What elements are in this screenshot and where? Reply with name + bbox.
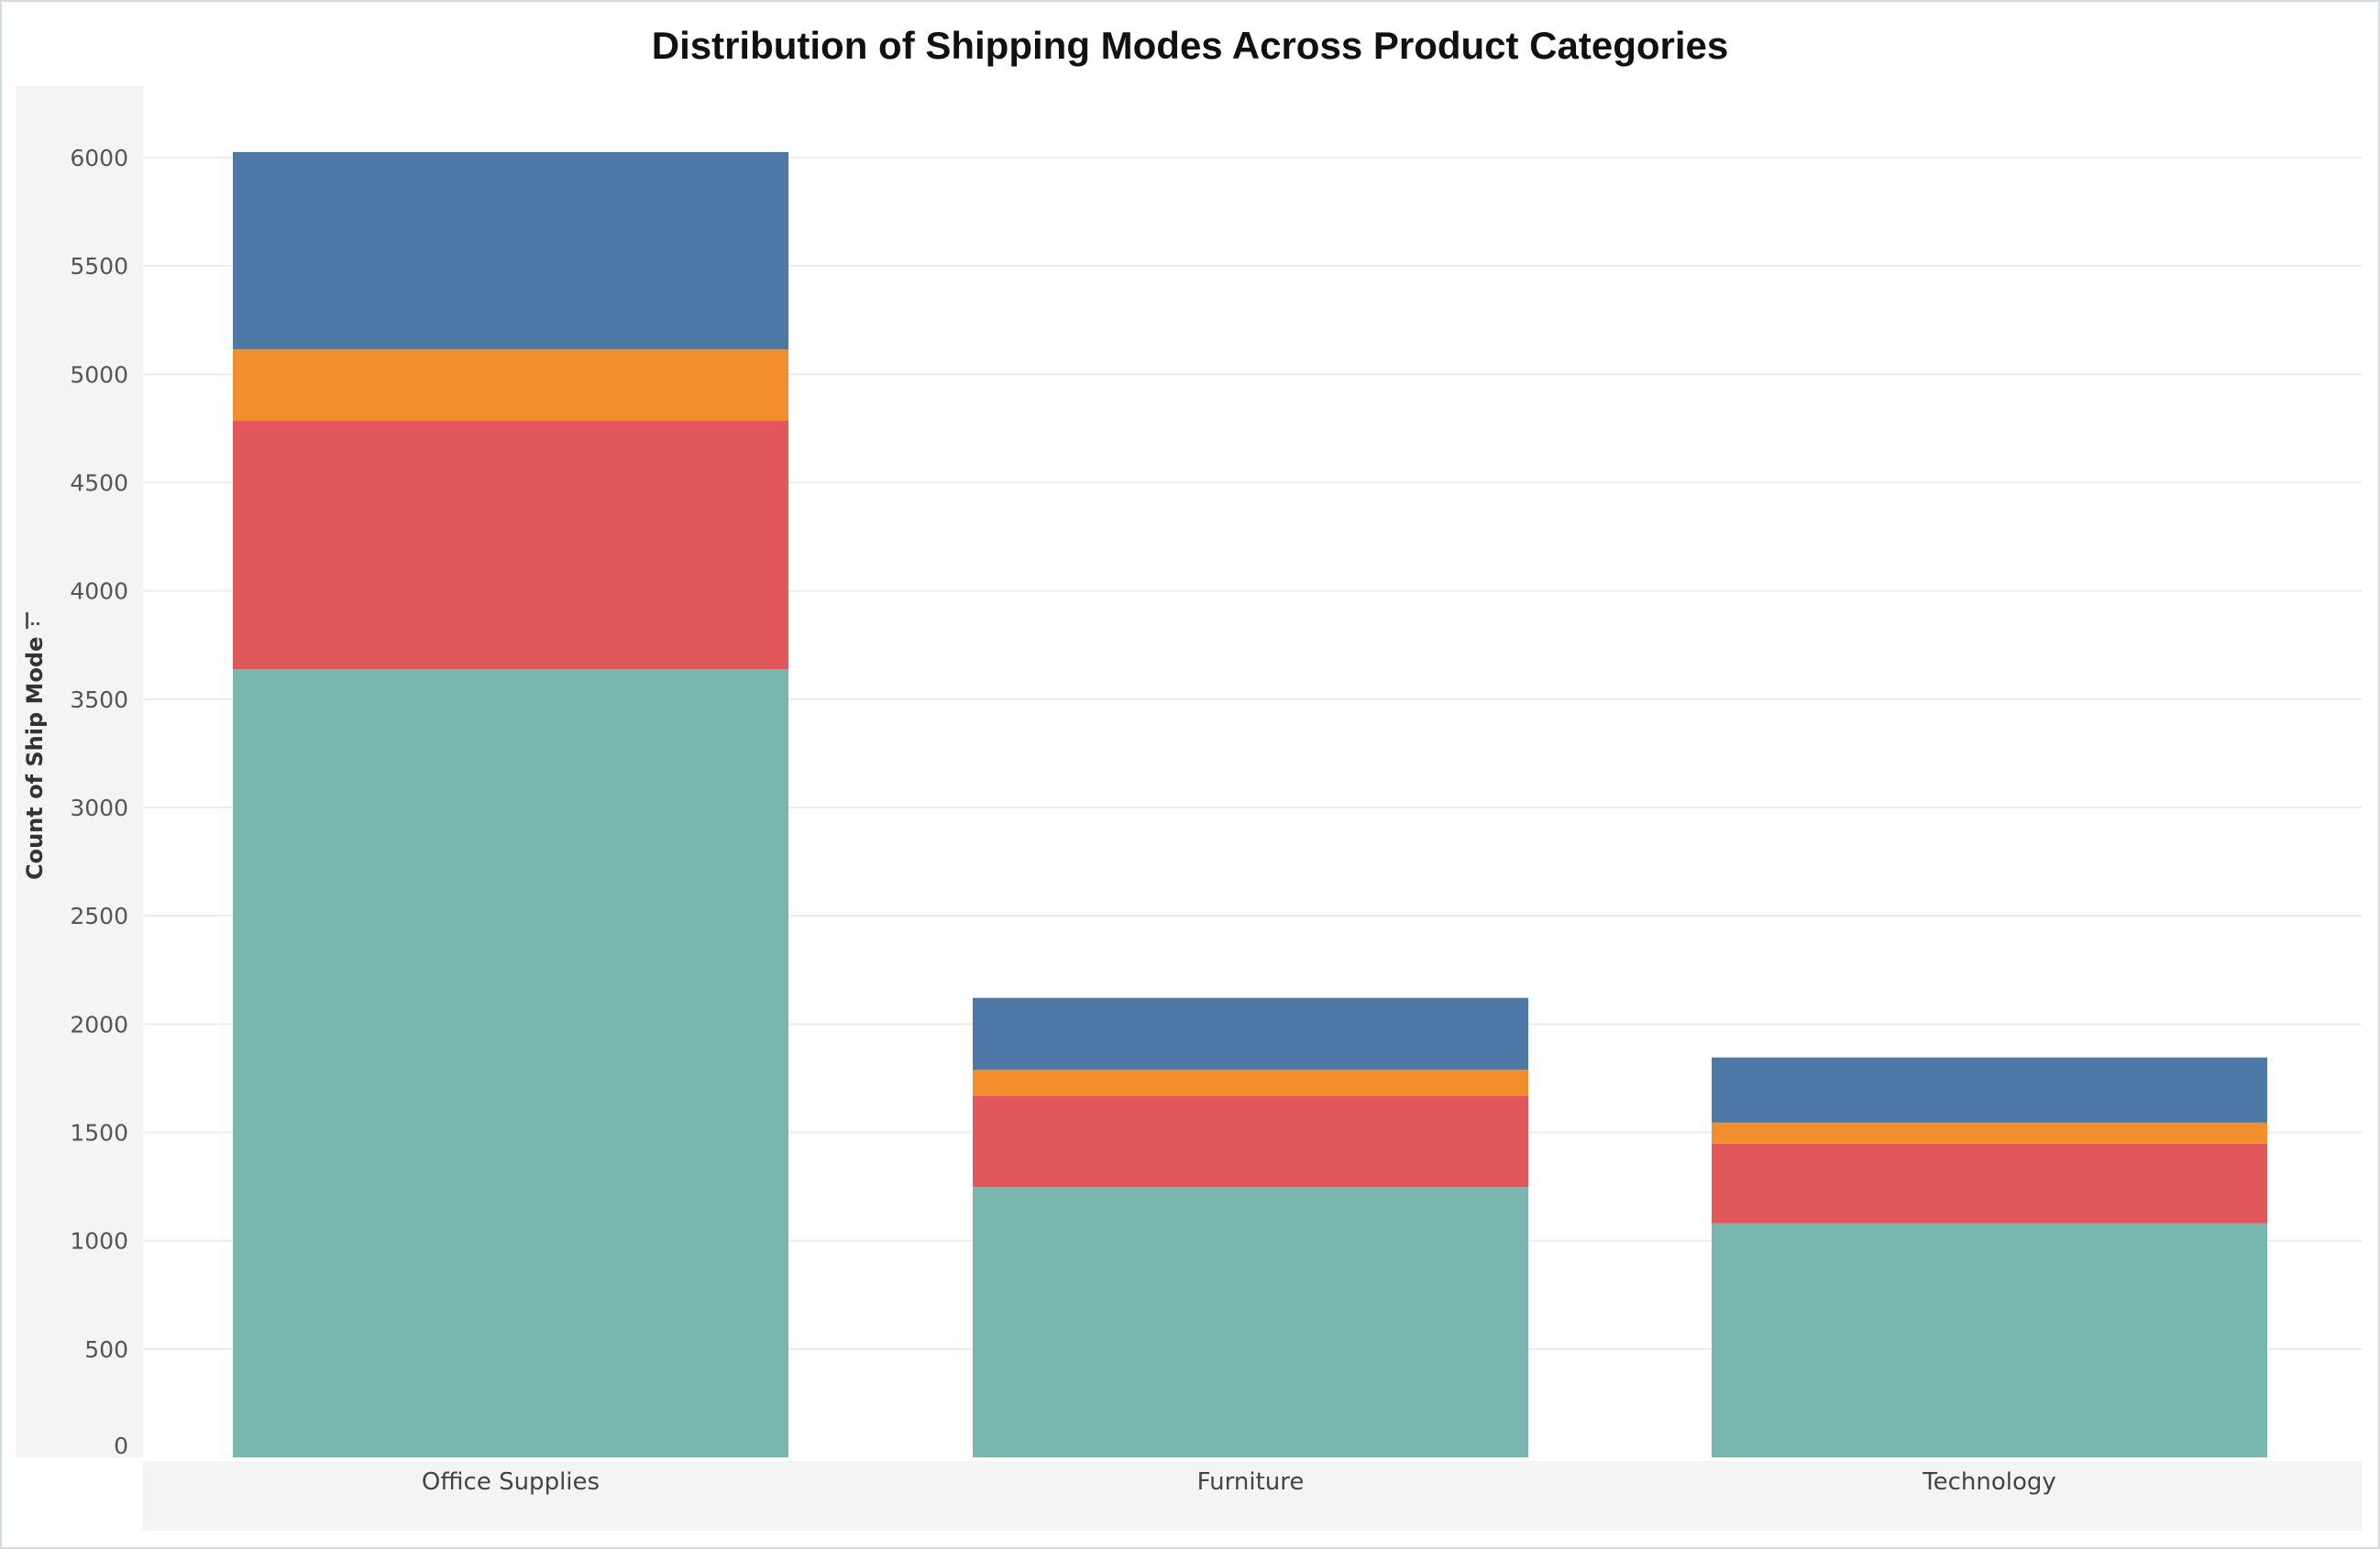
y-axis-label-group[interactable]: Count of Ship Mode <box>22 612 48 880</box>
bar-segment[interactable] <box>973 1187 1528 1457</box>
x-axis-panel <box>143 1461 2362 1531</box>
x-tick-label: Technology <box>1922 1468 2056 1496</box>
y-tick-label: 5500 <box>70 253 128 280</box>
y-tick-label: 2000 <box>70 1011 128 1038</box>
bar-segment[interactable] <box>973 1070 1528 1096</box>
y-tick-label: 1000 <box>70 1228 128 1255</box>
y-tick-label: 5000 <box>70 361 128 388</box>
bar-segment[interactable] <box>1712 1223 2267 1457</box>
y-tick-label: 3000 <box>70 795 128 821</box>
x-tick-label: Office Supplies <box>422 1468 600 1496</box>
y-axis-ticks: 0 500 1000 1500 2000 2500 3000 3500 4000 4500 5000… <box>70 145 128 1459</box>
bar-segment[interactable] <box>1712 1057 2267 1123</box>
y-tick-label: 3500 <box>70 687 128 713</box>
y-tick-label: 0 <box>114 1433 128 1459</box>
bar-segment[interactable] <box>233 349 788 421</box>
bar-segment[interactable] <box>973 997 1528 1071</box>
y-tick-label: 2500 <box>70 903 128 929</box>
y-tick-label: 500 <box>84 1336 128 1363</box>
y-tick-label: 4500 <box>70 470 128 497</box>
y-axis-label: Count of Ship Mode <box>22 637 48 880</box>
y-tick-label: 4000 <box>70 578 128 605</box>
x-axis-ticks: Office Supplies Furniture Technology <box>422 1468 2056 1496</box>
bars[interactable] <box>233 151 2267 1457</box>
x-tick-label: Furniture <box>1197 1468 1305 1496</box>
bar-segment[interactable] <box>233 669 788 1457</box>
y-tick-label: 6000 <box>70 145 128 171</box>
bar-segment[interactable] <box>233 420 788 670</box>
bar-segment[interactable] <box>1712 1143 2267 1224</box>
bar-segment[interactable] <box>233 151 788 350</box>
bar-segment[interactable] <box>1712 1122 2267 1144</box>
chart-title: Distribution of Shipping Modes Across Pr… <box>652 24 1729 67</box>
bar-segment[interactable] <box>973 1095 1528 1188</box>
y-tick-label: 1500 <box>70 1120 128 1147</box>
y-axis-panel <box>17 86 143 1457</box>
sort-icon[interactable] <box>26 612 39 629</box>
